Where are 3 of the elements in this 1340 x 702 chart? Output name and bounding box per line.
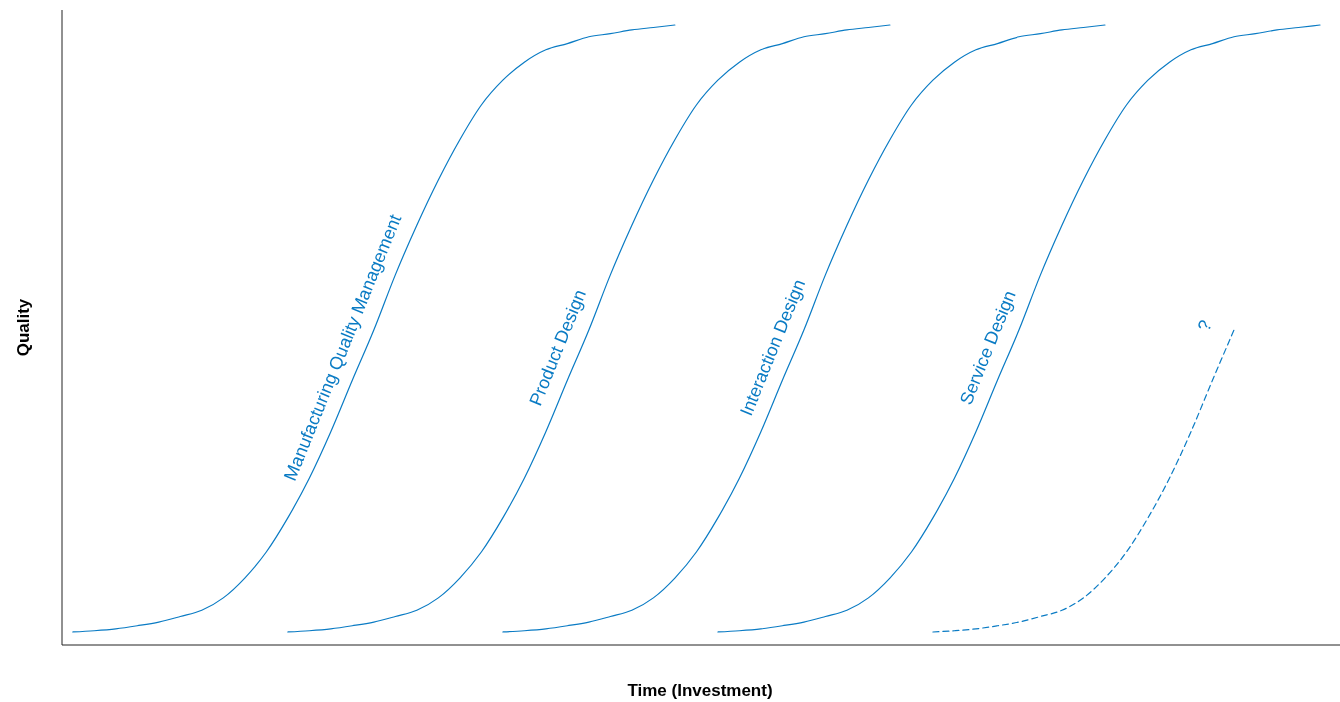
y-axis-title: Quality: [14, 298, 34, 357]
text: ?: [1193, 317, 1216, 334]
x-axis-title: Time (Investment): [627, 681, 773, 700]
